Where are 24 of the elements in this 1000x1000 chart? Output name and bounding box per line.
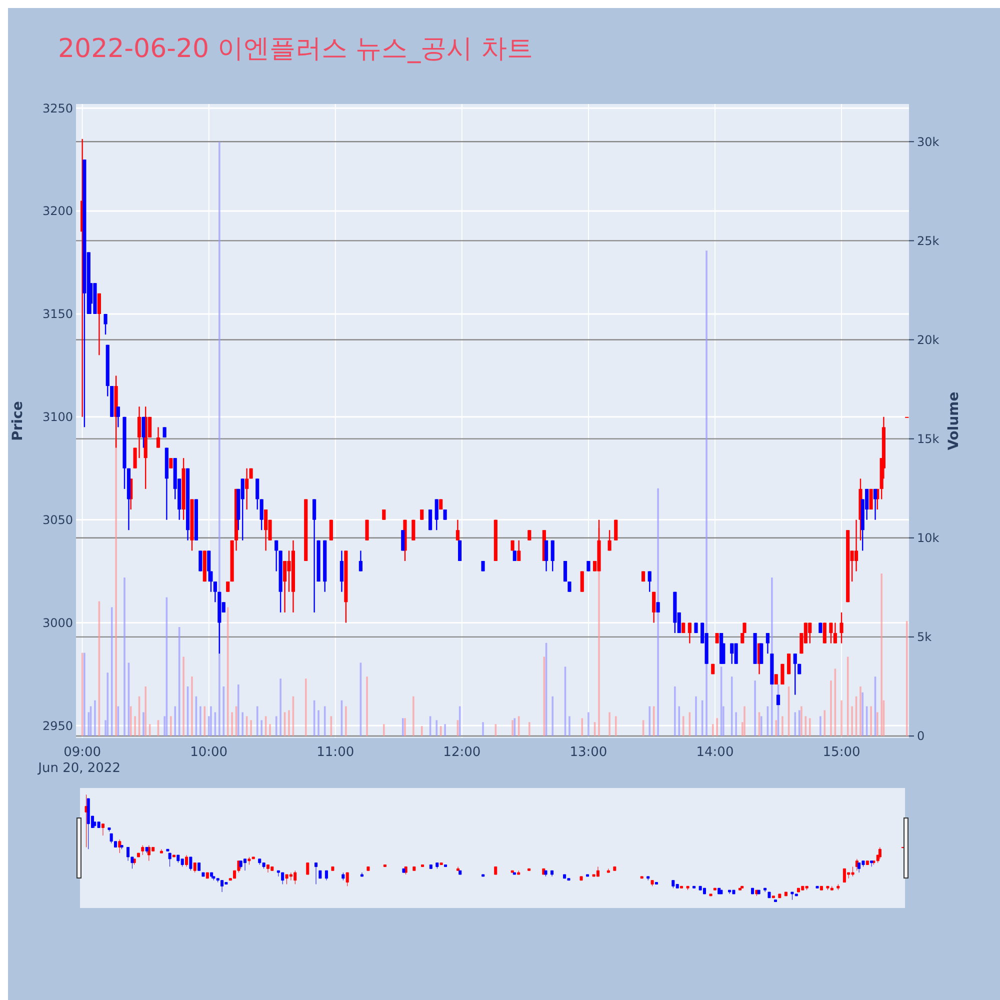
y2-tick-label: 10k <box>917 531 940 546</box>
x-tick-label: 11:00 <box>316 745 354 760</box>
chart-title: 2022-06-20 이엔플러스 뉴스_공시 차트 <box>58 34 533 64</box>
y-axis-title: Price <box>10 401 26 441</box>
y2-tick-label: 25k <box>917 234 940 248</box>
y-tick-label: 3000 <box>42 616 73 630</box>
y-tick-label: 3200 <box>42 204 73 218</box>
y-tick-label: 3250 <box>42 101 73 116</box>
x-tick-label: 12:00 <box>443 745 481 760</box>
y2-tick-label: 20k <box>917 332 940 347</box>
x-tick-label: 14:00 <box>696 745 734 760</box>
y2-axis-title: Volume <box>946 392 962 450</box>
y-tick-label: 3100 <box>42 410 73 424</box>
y-tick-label: 3150 <box>42 307 73 322</box>
x-tick-label: 10:00 <box>190 745 228 760</box>
y-tick-label: 2950 <box>42 718 73 733</box>
y2-tick-label: 0 <box>917 729 925 744</box>
y2-tick-label: 15k <box>917 432 940 446</box>
y-tick-label: 3050 <box>42 513 73 528</box>
x-tick-label: 13:00 <box>570 745 608 760</box>
y2-tick-label: 5k <box>917 630 932 644</box>
x-tick-label: 15:00 <box>822 745 860 760</box>
x-tick-label: 09:00 Jun 20, 2022 <box>37 745 120 776</box>
y2-tick-label: 30k <box>917 134 940 149</box>
